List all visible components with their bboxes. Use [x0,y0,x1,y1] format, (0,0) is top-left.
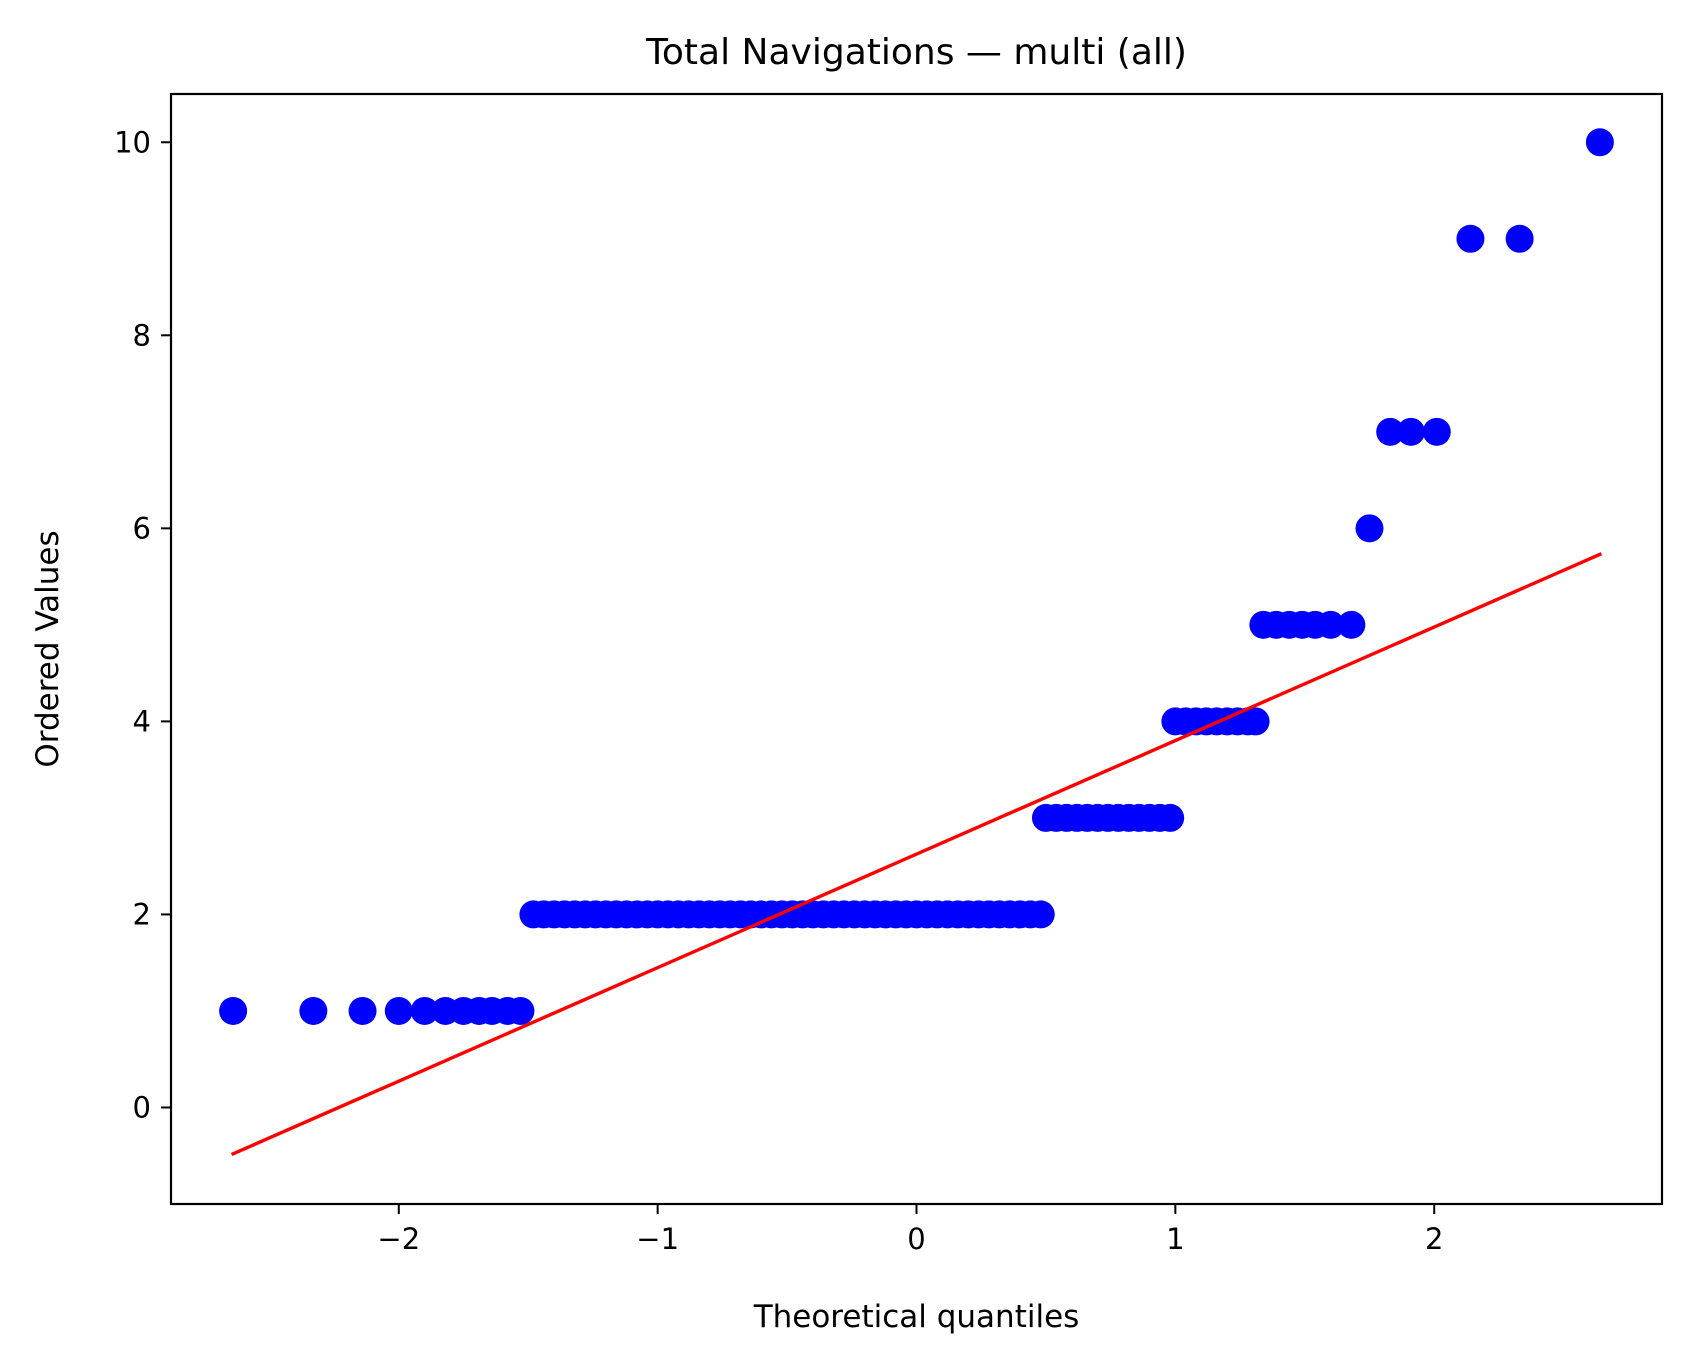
x-tick-label: −2 [377,1222,420,1256]
data-point [219,996,248,1025]
y-tick-label: 2 [133,897,151,931]
x-tick-label: 1 [1166,1222,1184,1256]
data-point [1316,610,1345,639]
data-point [1505,224,1534,253]
plot-frame [169,92,1664,1206]
data-point [1337,610,1366,639]
y-tick-label: 4 [133,704,151,738]
fit-line [230,552,1603,1157]
x-tick-label: 0 [907,1222,925,1256]
data-point [1456,224,1485,253]
data-point [1241,707,1270,736]
x-tick-label: 2 [1425,1222,1443,1256]
y-tick-label: 8 [133,318,151,352]
x-tick-label: −1 [636,1222,679,1256]
data-point [348,996,377,1025]
y-axis-title: Ordered Values [30,530,66,767]
x-axis-title: Theoretical quantiles [753,1299,1080,1335]
data-point [1026,900,1055,929]
data-layer [219,128,1614,1157]
data-point [410,996,439,1025]
data-point [506,996,535,1025]
y-tick-label: 6 [133,511,151,545]
data-point [384,996,413,1025]
data-point [1422,417,1451,446]
data-point [1585,128,1614,157]
data-point [1355,514,1384,543]
data-point [1156,803,1185,832]
chart-title: Total Navigations — multi (all) [645,32,1187,73]
y-tick-label: 10 [114,125,151,159]
data-point [1376,417,1405,446]
data-point [299,996,328,1025]
data-point [1396,417,1425,446]
y-tick-label: 0 [133,1090,151,1124]
